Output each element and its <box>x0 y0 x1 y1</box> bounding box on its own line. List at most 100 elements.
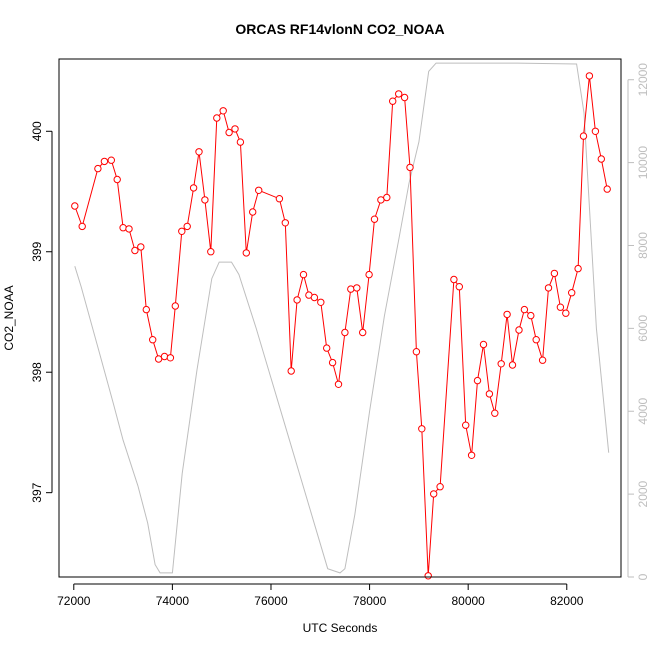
co2-data-point <box>149 336 157 344</box>
co2-data-point <box>94 164 102 173</box>
co2-data-point <box>389 97 397 105</box>
x-tick-label: 78000 <box>353 594 387 608</box>
co2-data-point <box>317 298 325 306</box>
co2-data-point <box>370 215 379 223</box>
co2-data-point <box>213 114 221 122</box>
co2-data-point <box>436 483 444 491</box>
y-axis-label: CO2_NOAA <box>2 285 16 350</box>
co2-data-point <box>231 125 239 133</box>
co2-data-point <box>328 358 337 367</box>
co2-data-point <box>201 196 209 204</box>
co2-data-point <box>242 249 251 257</box>
co2-data-point <box>450 275 458 284</box>
co2-data-point <box>508 361 517 369</box>
co2-data-point <box>353 284 361 292</box>
co2-data-point <box>225 128 233 137</box>
co2-data-point <box>293 296 301 304</box>
y2-tick-label: 0 <box>636 573 650 580</box>
co2-data-point <box>491 409 499 417</box>
co2-data-point <box>334 380 343 388</box>
co2-data-point <box>503 310 511 319</box>
co2-data-point <box>125 225 133 233</box>
co2-data-point <box>310 293 319 302</box>
co2-data-point <box>538 356 547 364</box>
y-tick-label: 398 <box>30 362 44 382</box>
co2-data-point <box>183 222 191 231</box>
co2-data-point <box>462 421 470 429</box>
y2-tick-label: 2000 <box>636 480 650 507</box>
co2-data-point <box>597 155 605 163</box>
co2-data-point <box>207 248 215 256</box>
co2-data-point <box>219 107 227 115</box>
co2-data-point <box>603 185 611 193</box>
co2-data-point <box>359 328 367 337</box>
co2-data-point <box>166 354 175 362</box>
x-tick-label: 76000 <box>254 594 288 608</box>
co2-data-point <box>406 163 414 172</box>
altitude-series-line <box>74 62 610 574</box>
co2-data-point <box>275 195 284 203</box>
plot-frame <box>58 58 622 578</box>
co2-data-point <box>556 303 565 311</box>
y2-tick-label: 8000 <box>636 232 650 259</box>
co2-data-point <box>78 222 86 231</box>
co2-data-point <box>281 219 289 227</box>
co2-data-point <box>579 132 588 140</box>
co2-data-point <box>430 490 438 498</box>
co2-data-point <box>287 367 295 375</box>
co2-data-point <box>395 90 403 98</box>
co2-data-point <box>341 328 349 337</box>
co2-data-point <box>113 175 121 184</box>
y-tick-label: 400 <box>30 121 44 141</box>
co2-data-point <box>236 138 245 146</box>
co2-data-point <box>585 72 594 80</box>
co2-data-point <box>255 186 263 195</box>
co2-data-point <box>365 270 373 279</box>
co2-data-point <box>424 572 432 580</box>
co2-data-point <box>383 193 391 202</box>
co2-data-point <box>485 390 494 398</box>
co2-data-point <box>299 270 308 279</box>
co2-data-point <box>479 340 488 349</box>
co2-data-point <box>347 285 355 293</box>
co2-data-point <box>137 243 145 251</box>
co2-data-point <box>473 376 482 385</box>
co2-data-point <box>455 283 463 291</box>
co2-data-point <box>171 302 180 310</box>
y2-tick-label: 10000 <box>636 146 650 180</box>
x-tick-label: 80000 <box>451 594 485 608</box>
co2-data-point <box>249 208 257 216</box>
co2-data-point <box>418 425 426 433</box>
co2-data-point <box>574 264 582 273</box>
co2-data-point <box>527 311 535 320</box>
co2-data-point <box>107 156 116 164</box>
y2-tick-label: 12000 <box>636 63 650 97</box>
x-tick-label: 72000 <box>57 594 91 608</box>
series-layer <box>71 62 611 580</box>
co2-data-point <box>532 336 540 344</box>
co2-data-point <box>568 289 576 297</box>
chart-title: ORCAS RF14vlonN CO2_NOAA <box>235 21 444 37</box>
co2-data-point <box>591 127 600 136</box>
x-axis-label: UTC Seconds <box>303 621 378 635</box>
co2-data-point <box>515 326 523 334</box>
x-tick-label: 74000 <box>156 594 190 608</box>
co2-data-point <box>119 224 127 232</box>
co2-data-point <box>178 227 186 236</box>
x-tick-label: 82000 <box>550 594 584 608</box>
co2-data-point <box>323 344 331 352</box>
co2-data-point <box>100 157 109 166</box>
co2-data-point <box>400 93 409 102</box>
co2-data-point <box>467 451 476 459</box>
y-tick-label: 397 <box>30 482 44 502</box>
y2-tick-label: 4000 <box>636 398 650 425</box>
co2-data-point <box>71 202 79 210</box>
co2-data-point <box>142 305 151 314</box>
co2-data-point <box>520 305 529 314</box>
co2-data-point <box>497 360 505 368</box>
y-tick-label: 399 <box>30 241 44 261</box>
co2-data-point <box>412 348 421 356</box>
co2-data-point <box>189 184 198 192</box>
